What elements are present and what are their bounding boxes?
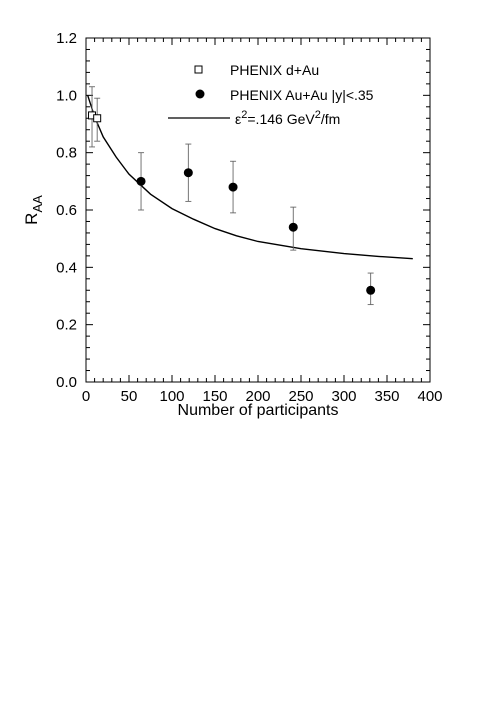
legend-label-model: ε2=.146 GeV2/fm [235,109,340,127]
data-points-layer [88,86,376,306]
x-tick-label: 250 [288,388,313,405]
data-point-auau [183,168,193,178]
x-tick-label: 150 [202,388,227,405]
data-point-dau [93,114,102,123]
y-axis-label-subscript: AA [30,195,45,213]
legend-marker-auau [195,89,205,99]
y-tick-label: 0.6 [56,202,77,219]
legend: PHENIX d+Au PHENIX Au+Au |y|<.35 ε2=.146… [168,62,374,127]
legend-model-mid: =.146 GeV [247,111,315,127]
x-tick-label: 0 [82,388,90,405]
y-axis-label: RAA [22,195,45,225]
x-tick-label: 300 [331,388,356,405]
y-tick-label: 1.0 [56,87,77,104]
model-curve-layer [87,95,413,260]
y-tick-label: 0.0 [56,374,77,391]
x-tick-label: 200 [245,388,270,405]
legend-label-auau: PHENIX Au+Au |y|<.35 [230,87,374,103]
legend-marker-dau [194,65,203,74]
model-curve [87,95,413,260]
y-axis-label-main: R [22,213,41,225]
data-point-auau [136,176,146,186]
x-tick-label: 50 [121,388,138,405]
x-tick-label: 400 [417,388,442,405]
x-tick-label: 350 [374,388,399,405]
legend-label-dau: PHENIX d+Au [230,62,319,78]
y-tick-label: 0.8 [56,145,77,162]
data-point-auau [288,222,298,232]
axis-ticks: 0 50 100 150 200 250 300 350 400 0.0 0.2 0.4 0.6 0.8 1… [56,30,442,405]
legend-model-base: ε [235,111,241,127]
legend-model-sup2: 2 [315,109,321,121]
x-tick-label: 100 [159,388,184,405]
y-tick-label: 1.2 [56,30,77,47]
data-point-auau [366,285,376,295]
legend-model-sup1: 2 [241,109,247,121]
y-tick-label: 0.2 [56,317,77,334]
legend-model-tail: /fm [321,111,340,127]
x-axis-label: Number of participants [178,402,339,419]
data-point-auau [228,182,238,192]
y-tick-label: 0.4 [56,259,77,276]
